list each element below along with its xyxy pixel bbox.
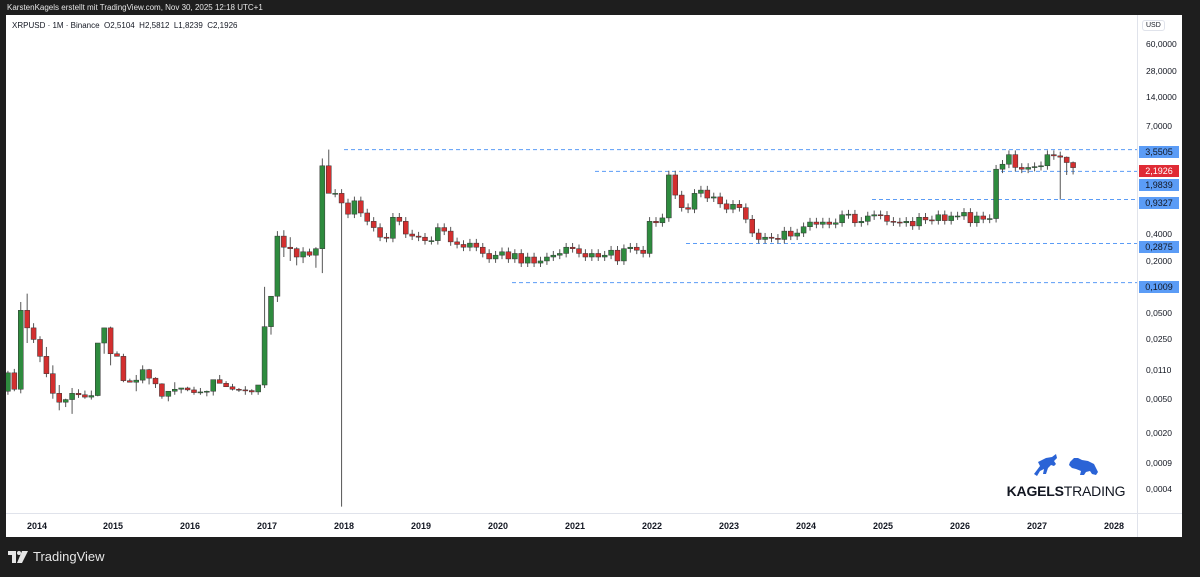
year-tick: 2018 (333, 521, 355, 531)
price-tick: 0,2000 (1146, 256, 1172, 266)
axis-corner (1137, 513, 1138, 537)
brand-bold: KAGELS (1006, 483, 1064, 499)
tradingview-icon (8, 550, 28, 563)
year-tick: 2016 (179, 521, 201, 531)
chart-panel[interactable]: XRPUSD · 1M · Binance O2,5104 H2,5812 L1… (6, 15, 1182, 537)
price-tick: 0,0500 (1146, 308, 1172, 318)
year-tick: 2021 (564, 521, 586, 531)
price-tick: 60,0000 (1146, 39, 1177, 49)
right-margin (1182, 15, 1200, 537)
footer-bar: TradingView (0, 537, 1200, 577)
level-label-0-2875: 0,2875 (1139, 241, 1179, 253)
symbol-legend: XRPUSD · 1M · Binance O2,5104 H2,5812 L1… (12, 21, 238, 30)
level-label-3-5505: 3,5505 (1139, 146, 1179, 158)
candlestick-plot[interactable] (6, 15, 1137, 513)
price-tick: 0,0004 (1146, 484, 1172, 494)
attribution-text: KarstenKagels erstellt mit TradingView.c… (7, 3, 263, 12)
price-tick: 28,0000 (1146, 66, 1177, 76)
year-tick: 2024 (795, 521, 817, 531)
price-tick: 0,0020 (1146, 428, 1172, 438)
year-tick: 2025 (872, 521, 894, 531)
year-tick: 2023 (718, 521, 740, 531)
level-label-0-1009: 0,1009 (1139, 281, 1179, 293)
year-tick: 2020 (487, 521, 509, 531)
price-tick: 14,0000 (1146, 92, 1177, 102)
currency-label[interactable]: USD (1142, 20, 1165, 31)
time-axis[interactable]: 2014 2015 2016 2017 2018 2019 2020 2021 … (6, 513, 1182, 538)
year-tick: 2027 (1026, 521, 1048, 531)
price-axis[interactable]: USD 60,0000 28,0000 14,0000 7,0000 0,400… (1137, 15, 1183, 513)
year-tick: 2026 (949, 521, 971, 531)
price-tick: 0,0110 (1146, 365, 1172, 375)
brand-light: TRADING (1063, 483, 1126, 499)
price-tick: 7,0000 (1146, 121, 1172, 131)
tradingview-logo-text: TradingView (33, 549, 105, 564)
price-tick: 0,0050 (1146, 394, 1172, 404)
year-tick: 2015 (102, 521, 124, 531)
current-price-label: 2,1926 (1139, 165, 1179, 177)
kagels-trading-watermark: KAGELSTRADING (996, 452, 1136, 499)
attribution-bar: KarstenKagels erstellt mit TradingView.c… (0, 0, 1200, 15)
tradingview-logo[interactable]: TradingView (8, 549, 105, 564)
bull-bear-icon (1034, 454, 1098, 476)
price-tick: 0,4000 (1146, 229, 1172, 239)
price-tick: 0,0250 (1146, 334, 1172, 344)
brand-name: KAGELSTRADING (996, 483, 1136, 499)
year-tick: 2014 (26, 521, 48, 531)
level-label-0-9327: 0,9327 (1139, 197, 1179, 209)
year-tick: 2022 (641, 521, 663, 531)
level-label-1-9839: 1,9839 (1139, 179, 1179, 191)
year-tick: 2017 (256, 521, 278, 531)
year-tick: 2028 (1103, 521, 1125, 531)
price-tick: 0,0009 (1146, 458, 1172, 468)
year-tick: 2019 (410, 521, 432, 531)
